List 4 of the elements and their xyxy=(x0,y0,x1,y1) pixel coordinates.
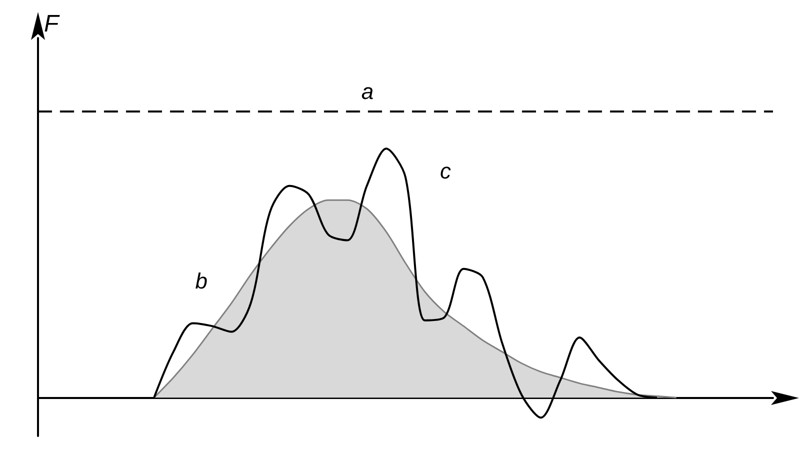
series-label: a xyxy=(361,78,374,104)
series-label: c xyxy=(440,158,451,184)
y-axis-title: F xyxy=(44,10,60,38)
series-label: b xyxy=(195,268,208,294)
